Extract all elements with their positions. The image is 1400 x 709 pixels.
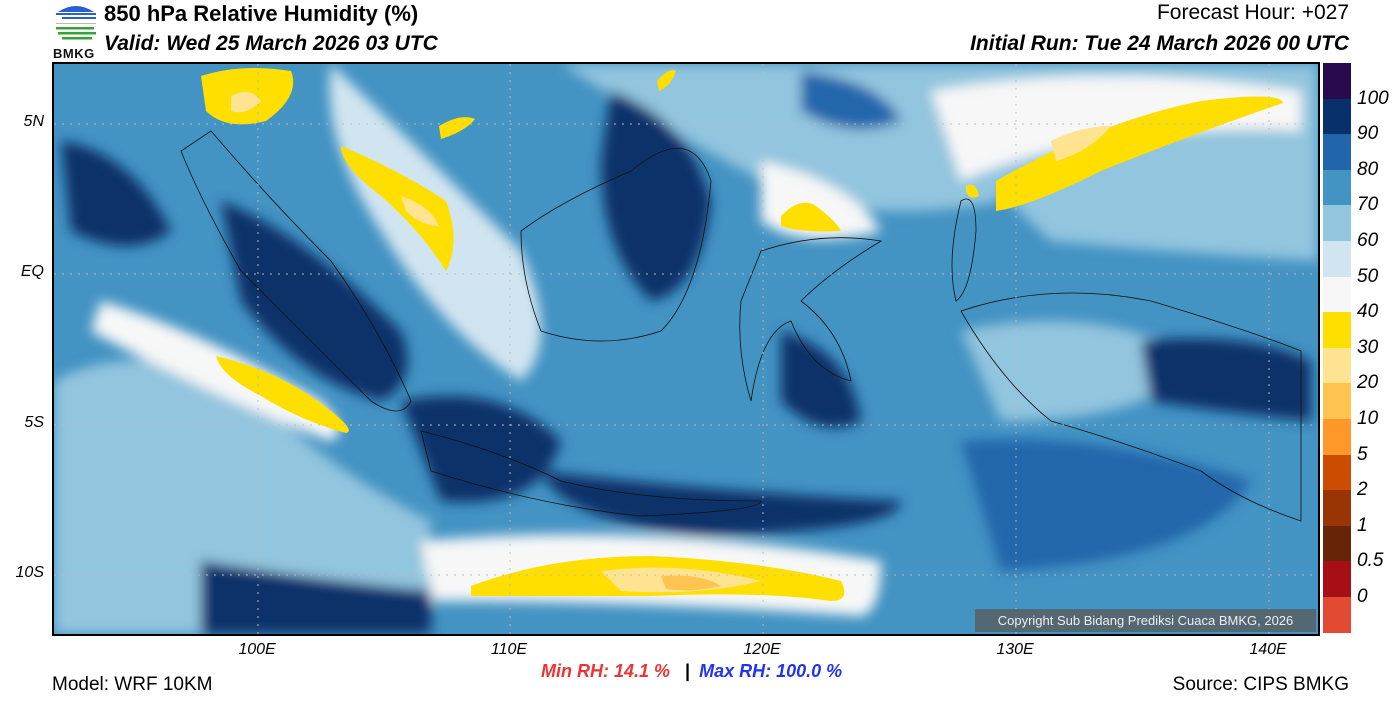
- bmkg-logo: BMKG: [52, 0, 100, 62]
- colorbar-swatch: [1323, 134, 1351, 170]
- rh-90-area: [541, 471, 901, 536]
- rh-30-area: [996, 96, 1283, 211]
- colorbar-label: 90: [1357, 123, 1379, 145]
- colorbar-swatch: [1323, 205, 1351, 241]
- colorbar-label: 40: [1357, 301, 1379, 323]
- colorbar-label: 50: [1357, 265, 1379, 287]
- rh-10-area: [661, 575, 721, 591]
- colorbar-swatch: [1323, 276, 1351, 313]
- rh-30-area: [781, 202, 841, 232]
- colorbar-swatch: [1323, 63, 1351, 99]
- colorbar-label: 70: [1357, 194, 1379, 216]
- rh-90-area: [221, 201, 408, 401]
- forecast-hour: Forecast Hour: +027: [1156, 1, 1349, 24]
- logo-text: BMKG: [53, 46, 95, 61]
- lon-label: 120E: [743, 641, 781, 658]
- copyright-label: Copyright Sub Bidang Prediksi Cuaca BMKG…: [975, 609, 1316, 632]
- colorbar-label: 100: [1357, 87, 1389, 109]
- rh-40-area: [91, 301, 339, 441]
- lon-label: 140E: [1249, 641, 1287, 658]
- rh-90-area: [781, 331, 861, 428]
- colorbar-swatch: [1323, 383, 1351, 419]
- rh-30-area: [657, 70, 676, 91]
- rh-30-area: [439, 117, 475, 139]
- lon-label: 130E: [996, 641, 1034, 658]
- gridlines: [54, 64, 1318, 634]
- rh-20-area: [231, 92, 261, 113]
- colorbar-swatch: [1323, 454, 1351, 491]
- map-title: 850 hPa Relative Humidity (%): [104, 1, 419, 26]
- rh-90-area: [401, 396, 561, 503]
- colorbar-swatch: [1323, 169, 1351, 206]
- colorbar-label: 60: [1357, 230, 1379, 251]
- rh-30-area: [216, 356, 349, 433]
- rh-20-area: [401, 196, 439, 226]
- colorbar-swatch: [1323, 490, 1351, 526]
- lat-label: 5N: [23, 113, 44, 130]
- rh-80-area: [801, 71, 901, 129]
- rh-60-area: [961, 321, 1201, 421]
- colorbar-swatch: [1323, 525, 1351, 562]
- lon-label: 100E: [238, 641, 276, 658]
- rh-30-area: [341, 146, 454, 271]
- colorbar-label: 30: [1357, 336, 1379, 358]
- lat-label: EQ: [20, 263, 44, 280]
- dry-patches: [201, 67, 1283, 601]
- rh-90-area: [201, 561, 431, 634]
- rh-90-area: [601, 91, 711, 301]
- colorbar-label: 5: [1357, 443, 1368, 465]
- colorbar-label: 1: [1357, 514, 1368, 536]
- rh-stats: Min RH: 14.1 % | Max RH: 100.0 %: [541, 661, 842, 682]
- colorbar-swatch: [1323, 98, 1351, 135]
- rh-80-area: [961, 439, 1251, 571]
- rh-60-area: [54, 360, 431, 634]
- lat-label: 5S: [24, 414, 44, 431]
- initial-run: Initial Run: Tue 24 March 2026 00 UTC: [970, 32, 1349, 55]
- colorbar-swatch: [1323, 312, 1351, 348]
- colorbar-label: 20: [1357, 372, 1379, 394]
- rh-60-area: [561, 64, 1001, 211]
- lon-label: 110E: [490, 641, 528, 658]
- max-rh: Max RH: 100.0 %: [699, 661, 843, 681]
- colorbar-label: 0.5: [1357, 550, 1384, 572]
- colorbar: [1323, 63, 1351, 633]
- humidity-map: [52, 62, 1320, 636]
- colorbar-label: 10: [1357, 408, 1379, 429]
- rh-30-area: [966, 184, 979, 198]
- valid-time: Valid: Wed 25 March 2026 03 UTC: [104, 32, 438, 55]
- colorbar-label: 2: [1357, 479, 1368, 501]
- source-label: Source: CIPS BMKG: [1172, 674, 1349, 695]
- model-label: Model: WRF 10KM: [52, 674, 213, 695]
- lat-label: 10S: [15, 564, 44, 581]
- colorbar-swatch: [1323, 418, 1351, 455]
- colorbar-label: 0: [1357, 586, 1368, 607]
- colorbar-swatch: [1323, 596, 1351, 633]
- rh-90-area: [61, 141, 171, 246]
- rh-20-area: [1051, 126, 1111, 161]
- colorbar-swatch: [1323, 240, 1351, 277]
- stats-separator: |: [685, 661, 691, 681]
- min-rh: Min RH: 14.1 %: [541, 661, 671, 681]
- coastlines: [180, 130, 1302, 522]
- colorbar-swatch: [1323, 561, 1351, 597]
- colorbar-label: 80: [1357, 158, 1379, 180]
- colorbar-swatch: [1323, 347, 1351, 384]
